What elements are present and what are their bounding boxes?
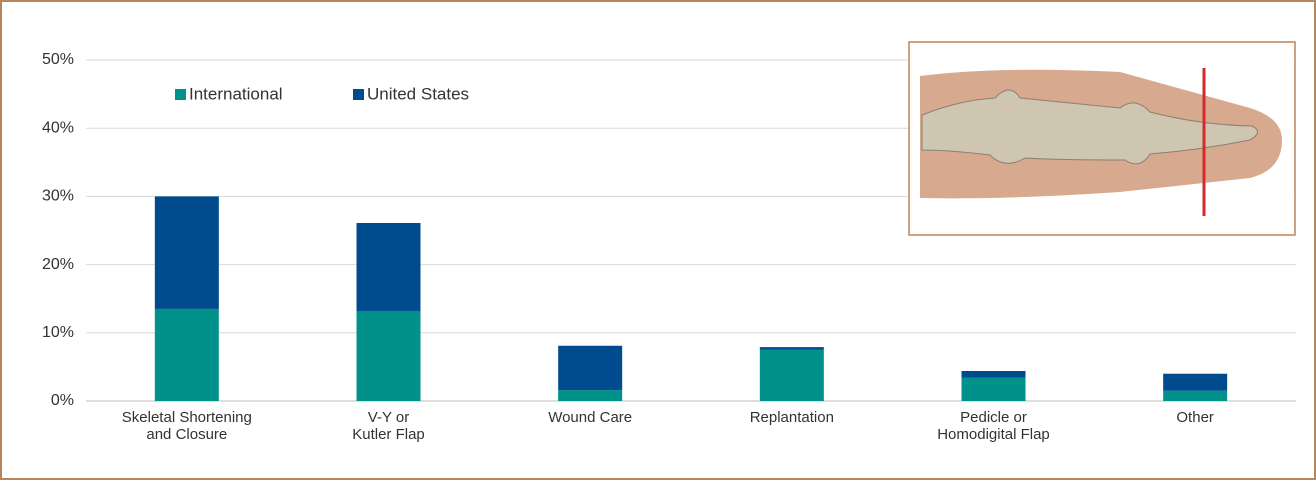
x-tick-label: Wound Care bbox=[548, 409, 633, 426]
bar-segment bbox=[1163, 390, 1228, 401]
x-tick-label: V-Y or Kutler Flap bbox=[352, 409, 425, 443]
bone bbox=[921, 89, 1258, 165]
x-tick-label: Other bbox=[1176, 409, 1214, 426]
bar-segment bbox=[759, 349, 824, 401]
legend: International United States bbox=[175, 84, 469, 103]
plot: 0% 10% 20% 30% 40% 50% bbox=[42, 51, 1296, 409]
bar-segment bbox=[759, 347, 824, 350]
bar-segment bbox=[558, 390, 623, 401]
bar-segment bbox=[961, 377, 1026, 401]
bar-segment bbox=[1163, 373, 1228, 391]
bar-segment bbox=[961, 370, 1026, 378]
bar-segment bbox=[154, 196, 219, 309]
x-tick-label: Pedicle or Homodigital Flap bbox=[937, 409, 1050, 443]
bar-segment bbox=[356, 310, 421, 401]
y-tick-label: 20% bbox=[42, 256, 74, 273]
y-tick-label: 30% bbox=[42, 188, 74, 205]
x-tick-label: Skeletal Shortening and Closure bbox=[121, 409, 252, 443]
y-tick-label: 50% bbox=[42, 51, 74, 68]
inset-image bbox=[908, 41, 1296, 236]
bar-segment bbox=[558, 345, 623, 391]
legend-label: United States bbox=[367, 84, 469, 103]
x-tick-label: Replantation bbox=[749, 409, 834, 426]
legend-swatch bbox=[353, 89, 364, 100]
bar-segment bbox=[356, 222, 421, 311]
legend-label: International bbox=[189, 84, 283, 103]
y-tick-label: 0% bbox=[51, 392, 74, 409]
bar-segment bbox=[154, 308, 219, 401]
y-tick-label: 40% bbox=[42, 119, 74, 136]
legend-swatch bbox=[175, 89, 186, 100]
y-tick-label: 10% bbox=[42, 324, 74, 341]
